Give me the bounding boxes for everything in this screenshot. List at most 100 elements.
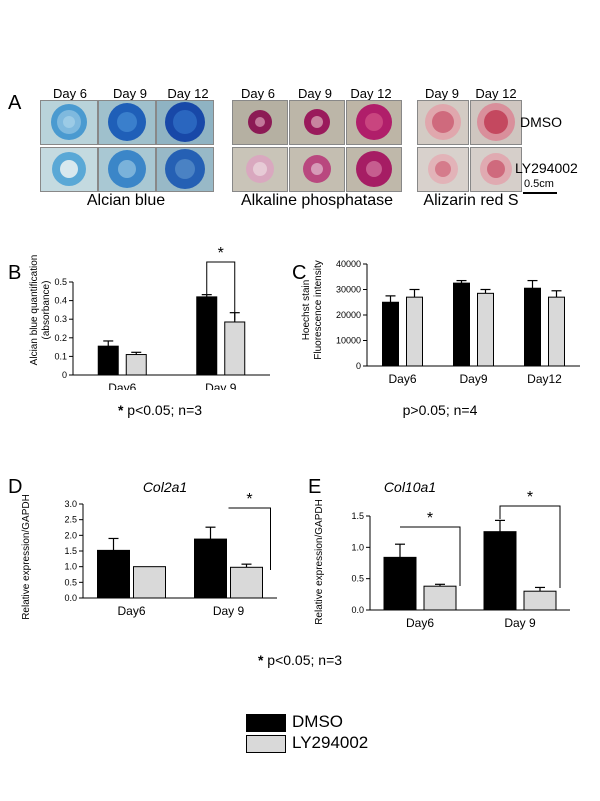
bar-dmso xyxy=(97,345,119,376)
bar-dmso xyxy=(194,538,227,599)
bar-ly294002 xyxy=(133,566,166,599)
alizarin-day-label: Day 12 xyxy=(475,86,517,101)
chart-b-plot: 0 0.1 0.2 0.3 0.4 0.5 Day6 Day 9 * xyxy=(54,245,270,390)
alcian-well-ly-day12 xyxy=(156,147,214,192)
y-tick-label: 0.5 xyxy=(351,574,364,584)
bar-dmso xyxy=(382,301,399,367)
bar-ly294002 xyxy=(477,292,494,367)
footnote-b-text: p<0.05; n=3 xyxy=(127,402,203,418)
y-tick-label: 2.0 xyxy=(64,530,77,540)
stain-image xyxy=(51,104,87,140)
bar-dmso xyxy=(383,556,417,611)
significance-bracket xyxy=(499,505,561,588)
stain-image xyxy=(356,151,392,187)
stain-image xyxy=(165,149,205,189)
significance-star: * xyxy=(527,489,533,506)
chart-e-title: Col10a1 xyxy=(384,479,436,495)
significance-star: * xyxy=(218,245,224,262)
alp-day-label: Day 12 xyxy=(350,86,392,101)
bar-dmso xyxy=(483,531,517,611)
alp-day-label: Day 6 xyxy=(241,86,275,101)
condition-label-ly294002: LY294002 xyxy=(515,160,578,176)
bar-ly294002 xyxy=(224,321,246,376)
category-label: Day6 xyxy=(406,616,434,630)
panel-label-b: B xyxy=(8,262,22,284)
bar-dmso xyxy=(524,287,541,367)
bar-ly294002 xyxy=(423,585,457,611)
bar-ly294002 xyxy=(523,590,557,611)
stain-image xyxy=(425,104,461,140)
alcian-well-dmso-day9 xyxy=(98,100,156,145)
category-label: Day6 xyxy=(108,381,136,390)
chart-c: Hoechst stain Fluorescence intensity 0 10… xyxy=(301,259,580,386)
y-tick-label: 1.0 xyxy=(351,542,364,552)
panel-label-d: D xyxy=(8,476,23,498)
y-tick-label: 1.0 xyxy=(64,562,77,572)
stain-name-alizarin: Alizarin red S xyxy=(423,192,519,209)
y-tick-label: 20000 xyxy=(336,310,361,320)
bar-dmso xyxy=(97,549,130,599)
panel-label-c: C xyxy=(292,262,307,284)
alizarin-well-ly-day9 xyxy=(417,147,469,192)
y-tick-label: 0.5 xyxy=(64,577,77,587)
footnote-b-star: * xyxy=(117,402,124,418)
alcian-well-ly-day6 xyxy=(40,147,98,192)
bar-ly294002 xyxy=(548,296,565,367)
footnote-de: * p<0.05; n=3 xyxy=(190,652,410,668)
chart-c-plot: 0 10000 20000 30000 40000 Day6 Day9 Day12 xyxy=(336,259,580,386)
y-tick-label: 1.5 xyxy=(351,511,364,521)
category-label: Day9 xyxy=(459,372,487,386)
category-label: Day6 xyxy=(388,372,416,386)
legend-swatch-dmso xyxy=(246,714,286,732)
significance-bracket xyxy=(228,507,271,570)
legend-label-dmso: DMSO xyxy=(292,712,343,731)
panel-label-a: A xyxy=(8,92,22,114)
panel-label-e: E xyxy=(308,476,322,498)
alp-well-ly-day9 xyxy=(289,147,345,192)
footnote-b: * p<0.05; n=3 xyxy=(40,402,280,418)
alcian-day-label: Day 12 xyxy=(167,86,209,101)
chart-e-ylabel: Relative expression/GAPDH xyxy=(314,499,325,625)
footnote-c: p>0.05; n=4 xyxy=(402,402,478,418)
y-tick-label: 0.3 xyxy=(54,314,67,324)
alp-well-dmso-day9 xyxy=(289,100,345,145)
bar-ly294002 xyxy=(406,296,423,367)
chart-b: Alcian blue quantification (absorbance) … xyxy=(29,245,270,390)
scale-bar xyxy=(523,192,557,194)
footnote-de-text: p<0.05; n=3 xyxy=(267,652,343,668)
alcian-well-ly-day9 xyxy=(98,147,156,192)
chart-c-ylabel: Hoechst stain Fluorescence intensity xyxy=(301,260,324,360)
chart-e-plot: 0.0 0.5 1.0 1.5 Day6 Day 9 * * xyxy=(351,489,570,630)
legend-label-ly294002: LY294002 xyxy=(292,733,369,752)
y-tick-label: 0.1 xyxy=(54,351,67,361)
chart-d-ylabel: Relative expression/GAPDH xyxy=(21,494,32,620)
significance-star: * xyxy=(246,491,252,508)
alp-well-ly-day6 xyxy=(232,147,288,192)
alcian-well-dmso-day6 xyxy=(40,100,98,145)
stain-image xyxy=(304,109,330,135)
stain-image xyxy=(356,104,392,140)
alp-day-label: Day 9 xyxy=(298,86,332,101)
y-tick-label: 0 xyxy=(62,370,67,380)
stain-image xyxy=(303,155,331,183)
footnote-de-star: * xyxy=(257,652,264,668)
y-tick-label: 0.5 xyxy=(54,277,67,287)
condition-label-dmso: DMSO xyxy=(520,114,562,130)
legend-swatch-ly294002 xyxy=(246,735,286,753)
bar-dmso xyxy=(196,296,218,376)
category-label: Day 9 xyxy=(213,604,245,618)
alp-well-ly-day12 xyxy=(346,147,402,192)
alcian-day-label: Day 9 xyxy=(113,86,147,101)
chart-b-ylabel: Alcian blue quantification (absorbance) xyxy=(29,255,52,366)
chart-e: Col10a1 Relative expression/GAPDH 0.0 0.5… xyxy=(314,479,570,630)
y-tick-label: 0.2 xyxy=(54,333,67,343)
alizarin-well-dmso-day12 xyxy=(470,100,522,145)
stain-image xyxy=(108,103,146,141)
stain-image xyxy=(108,150,146,188)
y-tick-label: 0.0 xyxy=(351,605,364,615)
alcian-well-dmso-day12 xyxy=(156,100,214,145)
category-label: Day6 xyxy=(117,604,145,618)
bar-ly294002 xyxy=(230,566,263,599)
y-tick-label: 30000 xyxy=(336,285,361,295)
alizarin-well-dmso-day9 xyxy=(417,100,469,145)
